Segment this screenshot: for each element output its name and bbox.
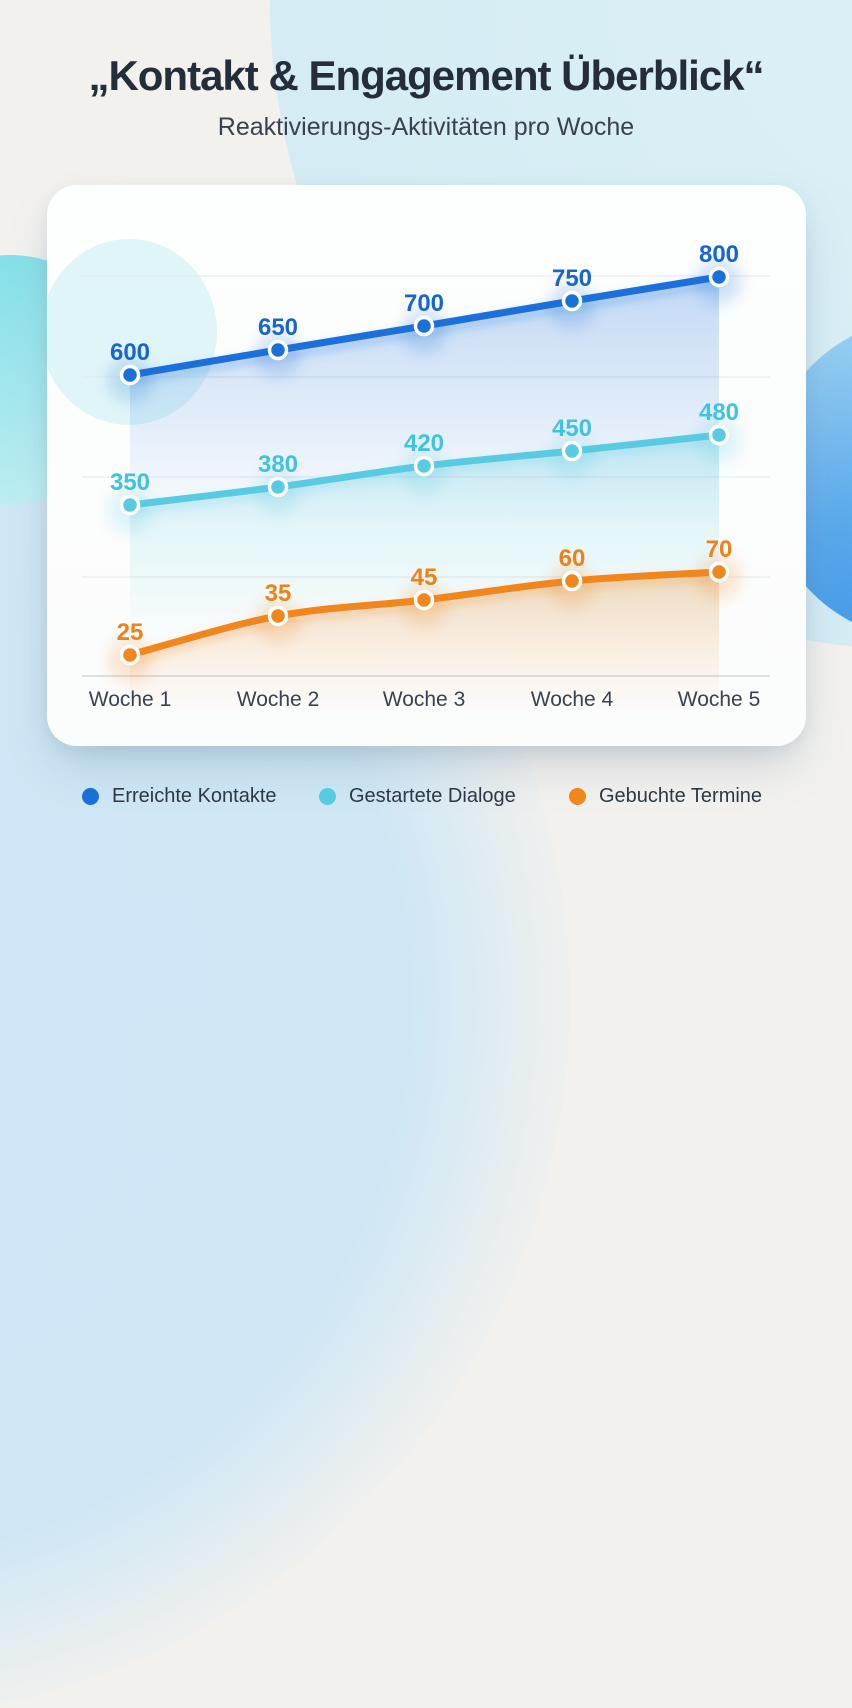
legend-label: Gestartete Dialoge <box>349 784 516 807</box>
value-label: 25 <box>117 619 144 646</box>
legend-item-erreichte-kontakte: Erreichte Kontakte <box>82 780 277 812</box>
value-label: 60 <box>559 545 586 572</box>
data-point <box>708 266 730 288</box>
legend-dot-0 <box>82 787 99 805</box>
data-point <box>561 290 583 312</box>
x-axis-label: Woche 4 <box>531 688 614 711</box>
data-point <box>119 494 141 516</box>
value-label: 750 <box>552 265 592 292</box>
value-label: 45 <box>411 564 438 591</box>
data-point <box>119 364 141 386</box>
value-label: 35 <box>265 580 292 607</box>
x-axis-label: Woche 5 <box>678 688 761 711</box>
legend-label: Erreichte Kontakte <box>112 784 277 807</box>
value-label: 480 <box>699 399 739 426</box>
data-point <box>561 440 583 462</box>
header: „Kontakt & Engagement Überblick“ Reaktiv… <box>0 52 852 142</box>
data-point <box>561 570 583 592</box>
value-label: 420 <box>404 430 444 457</box>
value-label: 380 <box>258 451 298 478</box>
x-axis-label: Woche 3 <box>383 688 466 711</box>
value-label: 800 <box>699 241 739 268</box>
legend-label: Gebuchte Termine <box>599 784 763 807</box>
line-chart: 600 650 700 750 800 350 380 420 450 480 25 35 45 60 70… <box>82 241 770 713</box>
legend-item-gestartete-dialoge: Gestartete Dialoge <box>319 780 516 812</box>
page-title: „Kontakt & Engagement Überblick“ <box>88 52 764 99</box>
data-point <box>413 589 435 611</box>
x-axis-label: Woche 2 <box>237 688 320 711</box>
legend-item-gebuchte-termine: Gebuchte Termine <box>569 780 762 812</box>
data-point <box>708 561 730 583</box>
data-point <box>119 644 141 666</box>
data-point <box>413 315 435 337</box>
x-axis-label: Woche 1 <box>89 688 172 711</box>
value-label: 450 <box>552 415 592 442</box>
legend-dot-1 <box>319 787 336 805</box>
value-label: 350 <box>110 469 150 496</box>
data-point <box>267 339 289 361</box>
value-label: 70 <box>706 536 733 563</box>
data-point <box>413 455 435 477</box>
data-point <box>267 605 289 627</box>
legend-dot-2 <box>569 787 586 805</box>
chart-card: 600 650 700 750 800 350 380 420 450 480 25 35 45 60 70… <box>47 185 806 746</box>
page-subtitle: Reaktivierungs-Aktivitäten pro Woche <box>217 113 635 141</box>
value-label: 650 <box>258 314 298 341</box>
value-label: 600 <box>110 339 150 366</box>
value-label: 700 <box>404 290 444 317</box>
data-point <box>267 476 289 498</box>
data-point <box>708 424 730 446</box>
chart-legend: Erreichte Kontakte Gestartete Dialoge Ge… <box>0 780 852 812</box>
